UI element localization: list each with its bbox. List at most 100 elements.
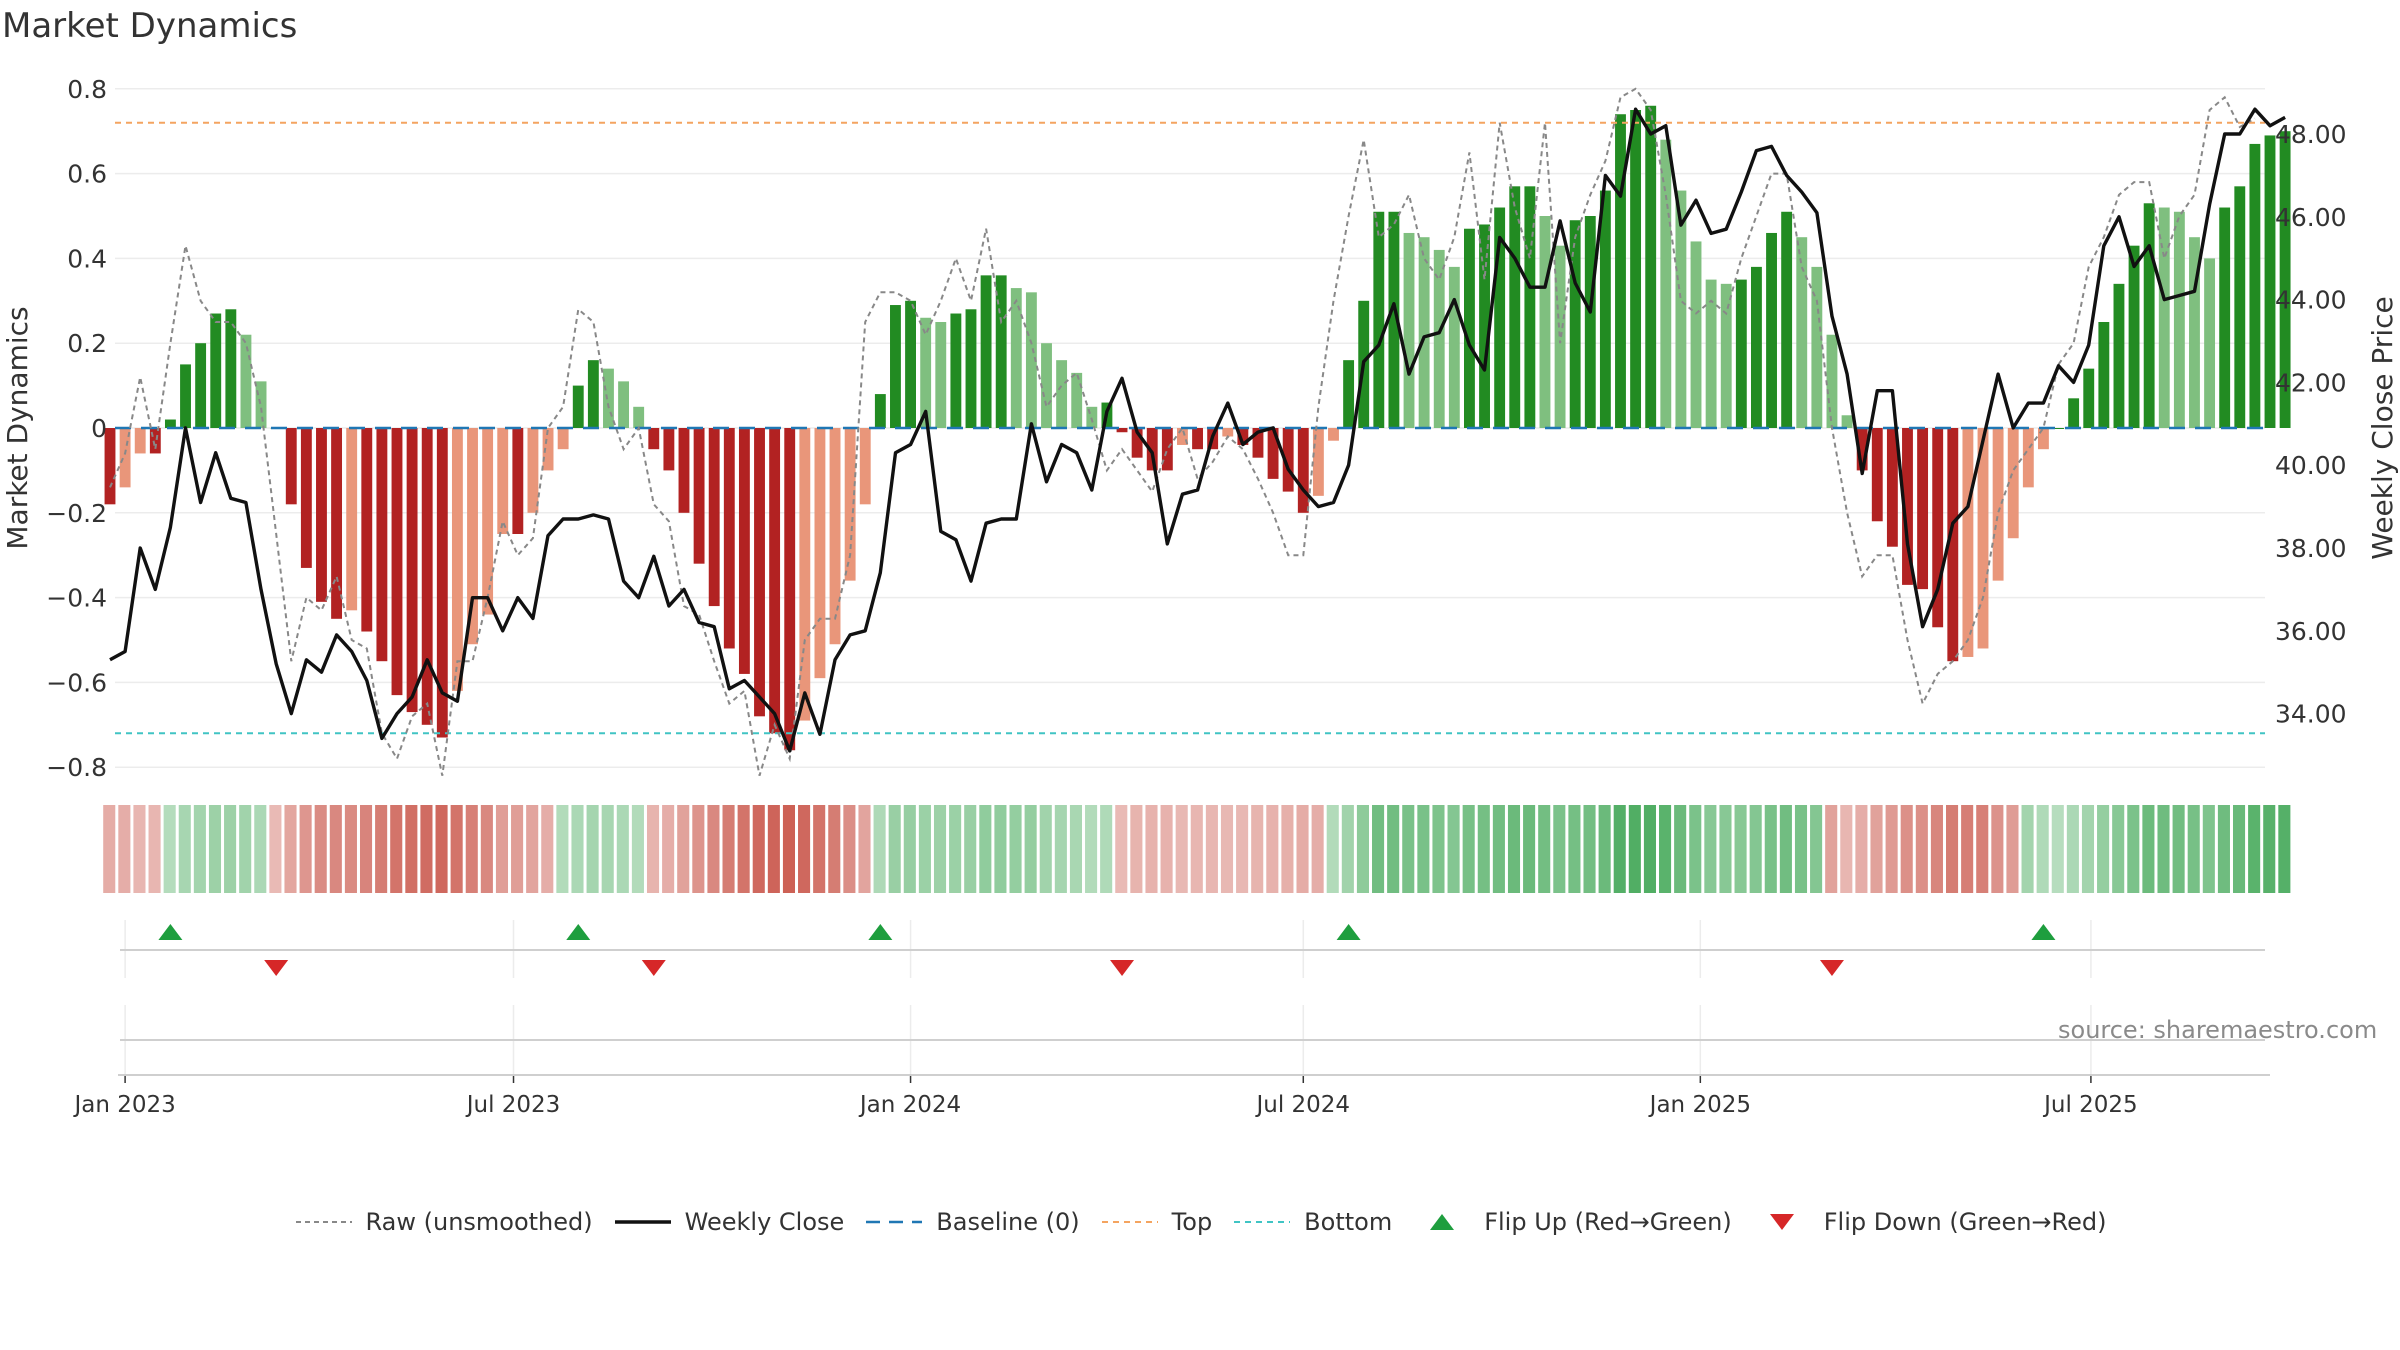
regime-band-cell (1145, 805, 1158, 893)
regime-band-cell (933, 805, 947, 893)
dynamics-bar (1237, 428, 1249, 445)
regime-band-cell (1764, 805, 1777, 893)
regime-band-cell (2172, 805, 2185, 893)
dynamics-bar (1766, 232, 1777, 428)
regime-band-cell (1069, 805, 1082, 893)
dynamics-bar (1464, 228, 1475, 428)
regime-band-cell (1538, 805, 1551, 893)
regime-band-cell (526, 805, 539, 893)
regime-band-cell (1387, 805, 1400, 893)
regime-band-cell (2142, 805, 2155, 893)
regime-band-cell (269, 805, 282, 893)
regime-band-cell (1870, 805, 1883, 893)
legend-item-flip-down: Flip Down (Green→Red) (1752, 1208, 2107, 1236)
dynamics-bar (1010, 288, 1022, 428)
dynamics-bar (1479, 224, 1490, 428)
dynamics-bar (1312, 428, 1324, 496)
regime-band-cell (2202, 805, 2215, 893)
regime-band-cell (1734, 805, 1747, 893)
dynamics-bar (119, 428, 131, 488)
regime-band-cell (1115, 805, 1128, 893)
dynamics-bar (723, 428, 735, 649)
regime-band-cell (1160, 805, 1173, 893)
dynamics-bar (1071, 372, 1083, 428)
x-tick-label: Jul 2025 (2042, 1092, 2138, 1118)
regime-band-cell (2248, 805, 2261, 893)
y-tick-left: −0.8 (46, 753, 107, 782)
dynamics-bar (436, 428, 448, 738)
dynamics-bar (2083, 368, 2095, 428)
regime-band-cell (556, 805, 569, 893)
dynamics-bar (346, 428, 358, 611)
y-tick-left: −0.4 (46, 584, 107, 613)
y-tick-right: 42.00 (2275, 368, 2347, 397)
regime-band-cell (314, 805, 327, 893)
regime-band-cell (1492, 805, 1505, 893)
regime-band-cell (1915, 805, 1928, 893)
regime-band-cell (344, 805, 357, 893)
legend-item-top: Top (1100, 1208, 1213, 1236)
regime-band-cell (465, 805, 478, 893)
regime-band-cell (359, 805, 373, 893)
dynamics-bar (587, 360, 599, 428)
dynamics-bar (2249, 143, 2261, 429)
y-tick-right: 44.00 (2275, 286, 2347, 315)
legend-label: Top (1171, 1208, 1213, 1236)
dynamics-bar (1750, 266, 1762, 428)
y-tick-right: 36.00 (2275, 617, 2347, 646)
dynamics-bar (572, 385, 584, 428)
regime-band-cell (375, 805, 388, 893)
dynamics-bar (1509, 186, 1521, 428)
dynamics-bar (1494, 207, 1506, 428)
regime-band-cell (2006, 805, 2019, 893)
regime-band-cell (1341, 805, 1354, 893)
regime-band-cell (616, 805, 629, 893)
dynamics-bar (1418, 237, 1430, 428)
regime-band-cell (405, 805, 418, 893)
regime-band-cell (1100, 805, 1113, 893)
regime-band-cell (1628, 805, 1641, 893)
regime-band-cell (2263, 805, 2276, 893)
regime-band-cell (284, 805, 297, 893)
regime-band-cell (722, 805, 735, 893)
regime-band-cell (918, 805, 931, 893)
regime-band-cell (1085, 805, 1098, 893)
y-tick-right: 46.00 (2275, 203, 2347, 232)
regime-band-cell (1507, 805, 1521, 893)
regime-band-cell (148, 805, 161, 893)
dynamics-bar (1977, 428, 1989, 649)
legend-close-swatch-icon (614, 1220, 671, 1224)
regime-band-cell (737, 805, 750, 893)
dynamics-bar (2234, 186, 2246, 428)
regime-band-cell (1417, 805, 1430, 893)
legend-baseline-swatch-icon (866, 1220, 923, 1224)
regime-band-cell (601, 805, 614, 893)
regime-band-cell (390, 805, 403, 893)
regime-band-cell (1976, 805, 1989, 893)
dynamics-bar (708, 428, 720, 607)
regime-band-cell (2157, 805, 2170, 893)
regime-band-cell (1402, 805, 1415, 893)
legend-label: Raw (unsmoothed) (365, 1208, 593, 1236)
dynamics-bar (2204, 258, 2216, 428)
dynamics-bar (618, 381, 630, 428)
dynamics-bar (451, 428, 463, 691)
dynamics-bar (1388, 211, 1400, 428)
regime-band-cell (1251, 805, 1264, 893)
regime-band-cell (329, 805, 342, 893)
y-tick-right: 38.00 (2275, 534, 2347, 563)
regime-band-cell (798, 805, 811, 893)
flip-down-marker (1110, 960, 1135, 976)
regime-band-cell (1477, 805, 1490, 893)
dynamics-bar (859, 428, 871, 505)
dynamics-bar (1962, 428, 1974, 657)
y-tick-left: 0 (91, 414, 107, 443)
regime-band-cell (2187, 805, 2200, 893)
regime-band-cell (994, 805, 1007, 893)
regime-band-cell (1130, 805, 1143, 893)
regime-band-cell (1054, 805, 1067, 893)
legend-item-flip-up: Flip Up (Red→Green) (1412, 1208, 1732, 1236)
dynamics-bar (285, 428, 297, 505)
legend-item-close: Weekly Close (613, 1208, 844, 1236)
